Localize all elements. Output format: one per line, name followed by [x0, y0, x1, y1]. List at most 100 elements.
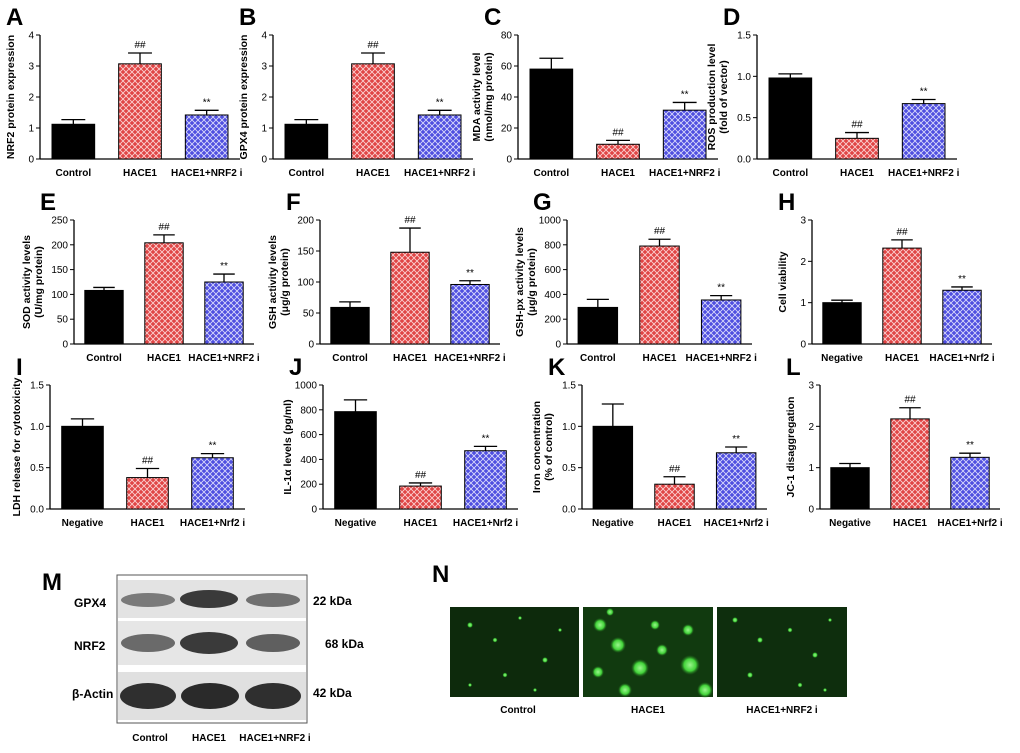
chart-panel-i: I 0.0 0.5 1.0 1.5 LDH release for cytotoxicit…	[11, 354, 245, 529]
chart-panel-a: A 0 1 2 3 4 NRF2 protein expression Control ## HA…	[5, 4, 243, 179]
y-tick-label: 2	[800, 257, 806, 268]
y-tick-label: 0.5	[30, 463, 44, 474]
bar	[204, 281, 244, 345]
cell	[680, 655, 700, 675]
bar	[950, 456, 990, 510]
x-tick-label: Negative	[592, 518, 634, 529]
y-tick-label: 0	[808, 505, 814, 516]
blot-band	[180, 590, 238, 608]
y-tick-label: 20	[501, 124, 513, 135]
x-tick-label: Control	[56, 168, 92, 179]
y-axis-label: IL-1α levels (pg/ml)	[282, 399, 294, 494]
y-tick-label: 0	[506, 155, 512, 166]
x-tick-label: HACE1	[404, 518, 438, 529]
y-tick-label: 1	[28, 124, 34, 135]
y-axis-label: NRF2 protein expression	[5, 35, 17, 159]
cell	[592, 666, 604, 678]
chart-panel-h: H 0 1 2 3 Cell viability Negative ## HACE1 ** HACE…	[777, 189, 995, 364]
y-tick-label: 1.5	[562, 381, 576, 392]
y-axis-label: Cell viability	[777, 251, 789, 312]
blot-row-nrf2: NRF2 68 kDa	[74, 621, 364, 665]
y-tick-label: 80	[501, 31, 513, 42]
y-tick-label: 1	[261, 124, 267, 135]
x-tick-label: HACE1	[893, 518, 927, 529]
y-axis-label: (μg/g protein)	[526, 248, 538, 316]
y-tick-label: 60	[501, 62, 513, 73]
y-tick-label: 400	[544, 290, 561, 301]
significance-mark: ##	[612, 127, 624, 138]
x-tick-label: Control	[534, 168, 570, 179]
cell	[797, 682, 803, 688]
blot-band	[121, 593, 175, 607]
blot-frame	[116, 574, 308, 724]
significance-mark: **	[466, 268, 474, 279]
blot-kda-label: 22 kDa	[313, 594, 352, 608]
bar	[700, 299, 742, 345]
significance-mark: ##	[896, 227, 908, 238]
significance-mark: ##	[367, 40, 379, 51]
y-tick-label: 0	[311, 505, 317, 516]
x-tick-label: Negative	[335, 518, 377, 529]
bar	[768, 77, 813, 160]
significance-mark: **	[717, 283, 725, 294]
significance-mark: ##	[404, 215, 416, 226]
x-tick-label: Control	[289, 168, 325, 179]
significance-mark: ##	[904, 395, 916, 406]
x-tick-label: HACE1+NRF2 i	[649, 168, 721, 179]
x-tick-label: HACE1	[123, 168, 157, 179]
x-tick-label: HACE1	[840, 168, 874, 179]
blot-lane-label: HACE1+NRF2 i	[239, 733, 311, 744]
blot-band	[181, 683, 239, 709]
y-axis-label: MDA activity level	[471, 52, 483, 141]
bar	[577, 306, 619, 345]
micrograph-label: Control	[500, 705, 536, 716]
fluorescent-cells	[467, 608, 832, 698]
y-tick-label: 1	[808, 463, 814, 474]
significance-mark: ##	[142, 455, 154, 466]
y-tick-label: 1	[800, 298, 806, 309]
y-tick-label: 2	[261, 93, 267, 104]
bar	[450, 283, 490, 345]
panel-letter: J	[289, 354, 302, 381]
cell	[823, 688, 827, 692]
y-tick-label: 800	[300, 405, 317, 416]
y-axis-label: JC-1 disaggregation	[785, 397, 797, 498]
x-tick-label: HACE1	[658, 518, 692, 529]
blot-row-actin: β-Actin 42 kDa	[72, 672, 352, 720]
y-tick-label: 1000	[539, 216, 562, 227]
cell	[593, 618, 607, 632]
western-blot-panel: M GPX4 22 kDa NRF2 68 kDa β-Actin 42 kDa	[42, 569, 364, 744]
fluorescence-panel: N Control HACE1 HACE1+NRF2 i	[432, 561, 847, 716]
x-tick-label: HACE1+NRF2 i	[685, 353, 757, 364]
cell	[610, 637, 626, 653]
bar	[284, 123, 329, 160]
panel-letter: E	[40, 189, 56, 216]
y-tick-label: 0	[308, 340, 314, 351]
y-tick-label: 600	[544, 265, 561, 276]
y-tick-label: 0.5	[737, 113, 751, 124]
x-tick-label: Negative	[821, 353, 863, 364]
x-tick-label: HACE1+NRF2 i	[188, 353, 260, 364]
cell	[828, 618, 832, 622]
bar	[592, 425, 634, 510]
panel-letter: K	[548, 354, 566, 381]
cell	[606, 608, 614, 616]
blot-kda-label: 42 kDa	[313, 686, 352, 700]
blot-row-name: β-Actin	[72, 687, 113, 701]
y-tick-label: 250	[51, 216, 68, 227]
panel-letter: B	[239, 4, 256, 31]
bar	[118, 63, 162, 160]
cell	[492, 637, 498, 643]
bar	[390, 251, 430, 345]
significance-mark: ##	[851, 120, 863, 131]
bar	[654, 483, 695, 510]
y-tick-label: 50	[57, 315, 69, 326]
y-tick-label: 40	[501, 93, 513, 104]
y-tick-label: 1.0	[562, 422, 576, 433]
blot-band	[180, 632, 238, 654]
cell	[812, 652, 818, 658]
bar	[942, 289, 982, 345]
micrograph-control	[450, 607, 579, 697]
bar	[399, 485, 442, 510]
